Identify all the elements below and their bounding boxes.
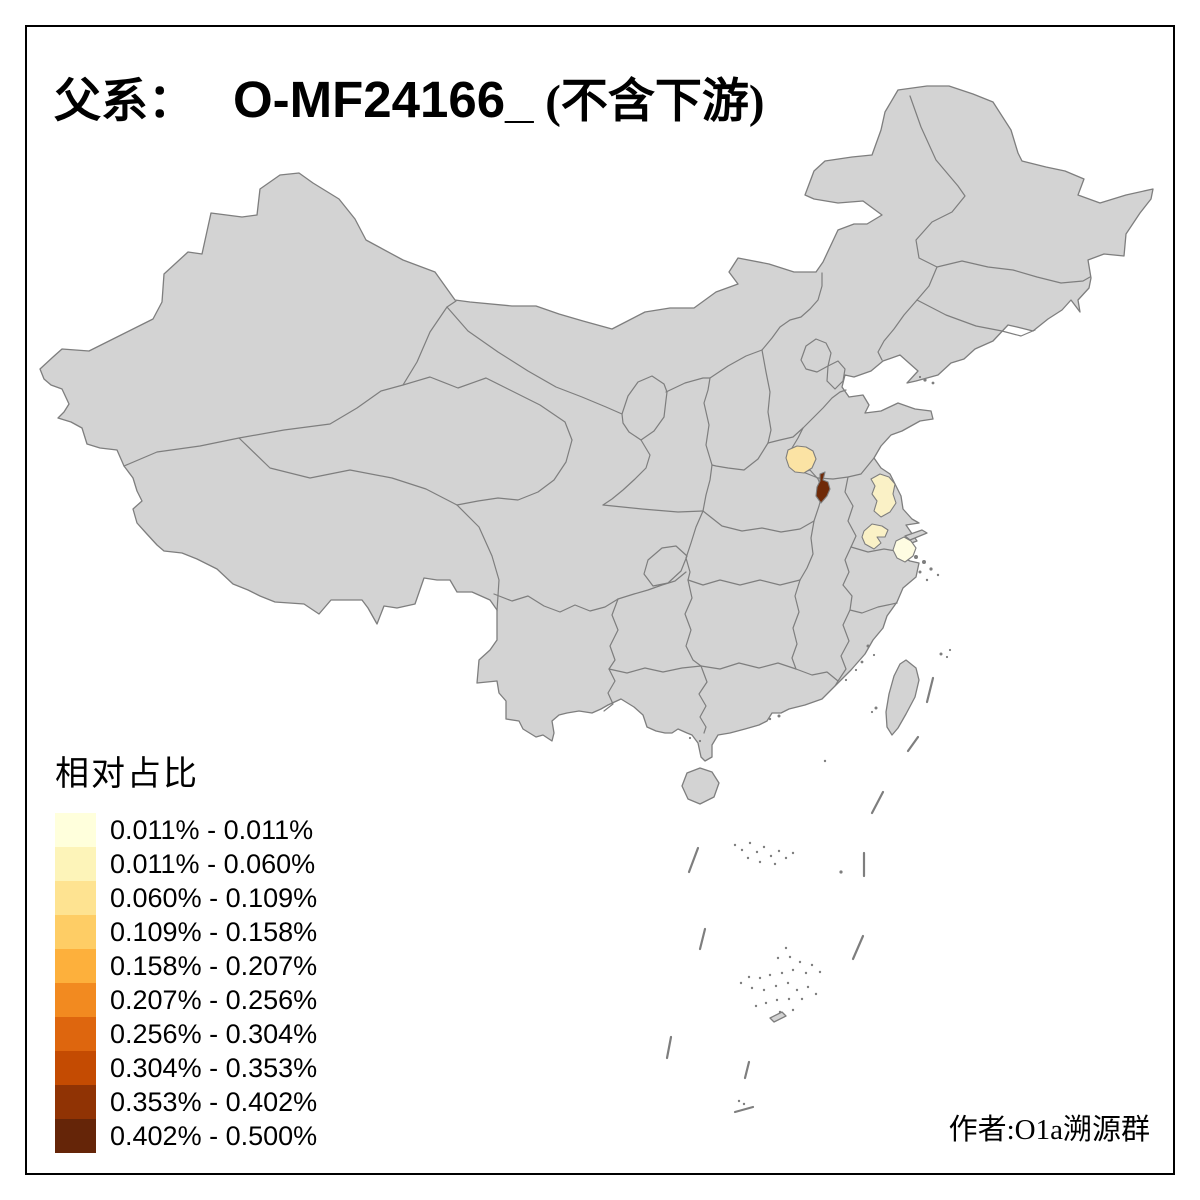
legend-row: 0.158% - 0.207% xyxy=(55,949,317,983)
spratly-islet xyxy=(769,1011,787,1023)
legend-swatch xyxy=(55,949,96,983)
author-credit: 作者:O1a溯源群 xyxy=(948,1114,1150,1146)
legend-label: 0.207% - 0.256% xyxy=(110,984,318,1015)
region-sw-shandong xyxy=(785,445,817,474)
legend-row: 0.207% - 0.256% xyxy=(55,983,317,1017)
legend-swatch xyxy=(55,1017,96,1051)
highlighted-regions xyxy=(785,445,917,563)
page-title: 父系： O-MF24166_ (不含下游) xyxy=(54,62,765,131)
legend-swatch xyxy=(55,915,96,949)
legend-row: 0.011% - 0.011% xyxy=(55,813,317,847)
legend-label: 0.304% - 0.353% xyxy=(110,1052,318,1083)
region-south-jiangsu xyxy=(861,523,889,550)
title-haplogroup-code: O-MF24166_ xyxy=(233,71,534,128)
region-north-anhui xyxy=(815,471,831,504)
title-prefix: 父系： xyxy=(54,76,195,128)
nine-dash-line xyxy=(665,676,935,1114)
legend-swatch xyxy=(55,1051,96,1085)
legend-title: 相对占比 xyxy=(55,756,199,793)
legend-swatch xyxy=(55,847,96,881)
legend-label: 0.060% - 0.109% xyxy=(110,882,318,913)
legend: 相对占比 0.011% - 0.011% 0.011% - 0.060% 0.0… xyxy=(55,746,317,1153)
legend-label: 0.011% - 0.060% xyxy=(110,848,316,879)
chongming-island xyxy=(904,529,928,541)
china-mainland xyxy=(39,85,1154,762)
legend-label: 0.011% - 0.011% xyxy=(110,814,314,845)
legend-label: 0.158% - 0.207% xyxy=(110,950,318,981)
region-shanghai xyxy=(892,536,917,563)
coastal-islands xyxy=(688,375,952,1106)
legend-swatch xyxy=(55,813,96,847)
mainland-group xyxy=(39,85,1154,1023)
legend-swatch xyxy=(55,983,96,1017)
legend-swatch xyxy=(55,1085,96,1119)
region-central-jiangsu xyxy=(870,473,897,518)
legend-row: 0.011% - 0.060% xyxy=(55,847,317,881)
legend-row: 0.256% - 0.304% xyxy=(55,1017,317,1051)
legend-label: 0.109% - 0.158% xyxy=(110,916,318,947)
legend-label: 0.256% - 0.304% xyxy=(110,1018,318,1049)
legend-label: 0.353% - 0.402% xyxy=(110,1086,318,1117)
legend-swatch xyxy=(55,881,96,915)
legend-swatch xyxy=(55,1119,96,1153)
legend-row: 0.402% - 0.500% xyxy=(55,1119,317,1153)
legend-row: 0.304% - 0.353% xyxy=(55,1051,317,1085)
legend-row: 0.353% - 0.402% xyxy=(55,1085,317,1119)
taiwan-island xyxy=(885,659,920,736)
legend-label: 0.402% - 0.500% xyxy=(110,1120,318,1151)
hainan-island xyxy=(681,767,720,805)
title-suffix: (不含下游) xyxy=(533,76,765,128)
legend-row: 0.060% - 0.109% xyxy=(55,881,317,915)
legend-row: 0.109% - 0.158% xyxy=(55,915,317,949)
